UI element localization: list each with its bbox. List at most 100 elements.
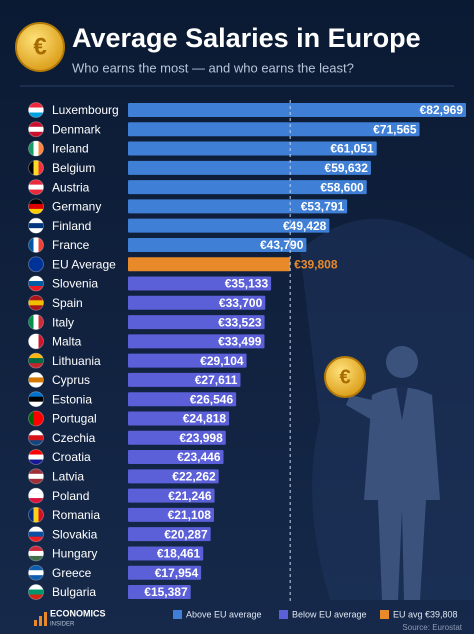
flag (28, 237, 44, 253)
flag-rim (28, 410, 44, 427)
flag-stripe (28, 454, 44, 460)
flag-stripe (28, 449, 44, 455)
flag-stripe (28, 237, 34, 253)
flag-stripe (28, 570, 44, 576)
flag-rim (28, 449, 44, 465)
value-label: €61,051 (330, 142, 374, 156)
flag-stripe (38, 237, 44, 253)
flag-stripe (38, 314, 44, 330)
value-label: €26,546 (190, 392, 234, 406)
flag-stripe (28, 228, 44, 234)
bar (128, 507, 214, 522)
flag-rim (28, 217, 44, 234)
legend-label: Below EU average (292, 609, 367, 619)
value-label: €21,108 (168, 508, 212, 522)
source: Source: Eurostat (402, 623, 462, 632)
flag (28, 391, 44, 408)
flag-stripe (28, 473, 44, 480)
bar (128, 450, 224, 465)
category-label: EU Average (52, 257, 116, 271)
category-label: Latvia (52, 469, 84, 483)
flag-stripe (28, 550, 44, 557)
flag-rim (28, 314, 44, 330)
value-label: €20,287 (164, 527, 208, 541)
flag-stripe (28, 295, 44, 301)
flag-stripe (28, 208, 44, 214)
flag-stripe (28, 531, 44, 537)
flag-rim (28, 506, 44, 523)
value-label: €22,262 (172, 469, 216, 483)
flag-stripe (38, 410, 44, 426)
flag (28, 314, 44, 330)
flag-rim (28, 159, 44, 176)
bar (128, 257, 291, 272)
value-label: €23,446 (177, 450, 221, 464)
bar (128, 295, 266, 310)
flag-rim (28, 352, 44, 369)
flag (28, 140, 44, 157)
flag-stripe (28, 575, 44, 581)
flag-stripe (33, 314, 39, 330)
flag-stripe (28, 396, 44, 402)
flag (28, 410, 44, 427)
flag-rim (28, 333, 44, 350)
flag-stripe (28, 126, 44, 132)
flag (28, 294, 44, 311)
category-label: Cyprus (52, 373, 90, 387)
flag-stripe (38, 141, 44, 157)
chart-title: Average Salaries in Europe (72, 23, 421, 53)
flag (28, 121, 44, 138)
flag (28, 584, 44, 600)
flag (28, 275, 44, 292)
flag-stripe (28, 141, 34, 157)
chart-subtitle: Who earns the most — and who earns the l… (72, 60, 354, 75)
bar (128, 469, 219, 484)
flag-stripe (28, 179, 44, 185)
legend: Above EU average Below EU average EU avg €… (173, 609, 458, 619)
flag-rim (28, 429, 44, 446)
flag-stripe (28, 112, 44, 118)
bar (128, 488, 215, 503)
category-label: Germany (52, 200, 101, 214)
flag (28, 429, 44, 446)
flag-stripe (28, 131, 44, 137)
legend-swatch (380, 610, 389, 619)
flag (28, 468, 44, 485)
flag-rim (28, 179, 44, 196)
flag-stripe (28, 498, 44, 504)
bar (128, 276, 272, 291)
value-label: €21,246 (168, 489, 212, 503)
flag-stripe (28, 536, 44, 542)
flag-rim (28, 372, 44, 388)
category-label: Portugal (52, 412, 97, 426)
flag-stripe (28, 184, 44, 190)
flag (28, 545, 44, 562)
flag-stripe (28, 382, 44, 388)
title-coin (15, 22, 65, 72)
flag-stripe (28, 526, 44, 532)
flag (28, 564, 44, 581)
flag-stripe (28, 555, 44, 561)
category-label: Malta (52, 335, 82, 349)
bar (128, 527, 211, 542)
legend-label: Above EU average (186, 609, 262, 619)
flag-stripe (28, 261, 44, 267)
flag-stripe (28, 459, 44, 465)
flag-stripe (28, 353, 44, 359)
category-label: Estonia (52, 392, 92, 406)
value-label: €24,818 (183, 412, 227, 426)
flag-rim (28, 256, 44, 273)
flag-stripe (28, 333, 34, 349)
flag-rim (28, 140, 44, 157)
flag-stripe (28, 377, 44, 383)
category-label: Luxembourg (52, 103, 119, 117)
flag (28, 372, 44, 388)
flag-stripe (28, 189, 44, 195)
bar (128, 103, 466, 117)
flag-stripe (28, 584, 44, 590)
flag-stripe (28, 218, 44, 224)
flag-rim (28, 545, 44, 562)
value-label: €53,791 (301, 200, 345, 214)
flag (28, 449, 44, 465)
flag-stripe (28, 372, 44, 378)
